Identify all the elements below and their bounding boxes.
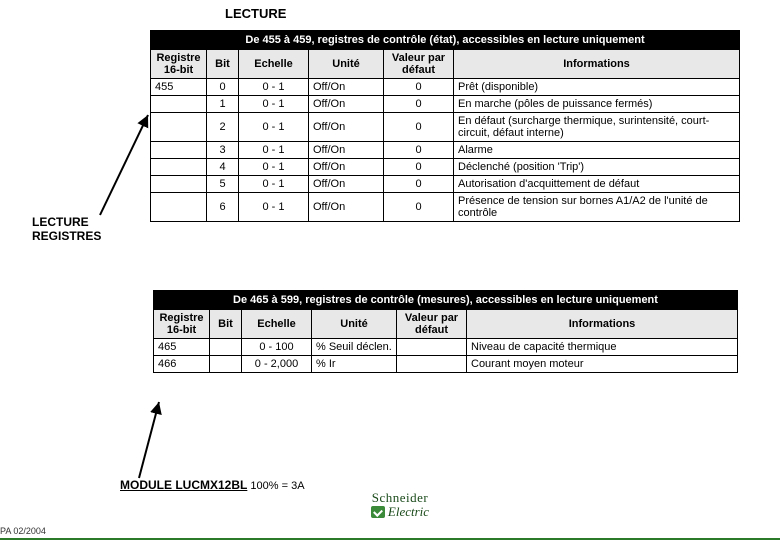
col-echelle: Echelle [242,310,312,339]
table-registers-etat: De 455 à 459, registres de contrôle (éta… [150,30,740,222]
cell: 0 - 1 [239,159,309,176]
col-defaut: Valeur par défaut [384,50,454,79]
cell: Autorisation d'acquittement de défaut [454,176,740,193]
table-row: 1 0 - 1 Off/On 0 En marche (pôles de pui… [151,96,740,113]
col-bit: Bit [207,50,239,79]
table-row: 3 0 - 1 Off/On 0 Alarme [151,142,740,159]
cell: 0 - 2,000 [242,356,312,373]
cell [151,113,207,142]
date-stamp: PA 02/2004 [0,526,46,536]
cell: 0 [384,79,454,96]
cell: Courant moyen moteur [467,356,738,373]
cell: 0 - 1 [239,79,309,96]
module-line: MODULE LUCMX12BL 100% = 3A [120,478,305,492]
table-row: 455 0 0 - 1 Off/On 0 Prêt (disponible) [151,79,740,96]
cell: 466 [154,356,210,373]
cell: 465 [154,339,210,356]
cell: 0 - 1 [239,96,309,113]
module-label: MODULE LUCMX12BL [120,478,247,492]
cell [210,356,242,373]
cell: 0 [207,79,239,96]
cell [151,159,207,176]
col-unite: Unité [309,50,384,79]
side-label: LECTURE REGISTRES [32,215,101,244]
cell [397,356,467,373]
schneider-logo: Schneider Electric [355,490,445,521]
cell: Off/On [309,142,384,159]
col-defaut: Valeur par défaut [397,310,467,339]
col-registre: Registre 16-bit [151,50,207,79]
cell: Off/On [309,176,384,193]
cell [210,339,242,356]
cell: 0 [384,159,454,176]
cell: Off/On [309,159,384,176]
table-row: 4 0 - 1 Off/On 0 Déclenché (position 'Tr… [151,159,740,176]
cell: En défaut (surcharge thermique, surinten… [454,113,740,142]
cell: 0 - 100 [242,339,312,356]
cell: 1 [207,96,239,113]
cell: Présence de tension sur bornes A1/A2 de … [454,193,740,222]
side-label-line2: REGISTRES [32,229,101,243]
logo-text-bottom: Electric [388,504,429,520]
cell: % Ir [312,356,397,373]
cell: Alarme [454,142,740,159]
cell [151,176,207,193]
col-unite: Unité [312,310,397,339]
cell: 3 [207,142,239,159]
cell [151,96,207,113]
cell [151,193,207,222]
table-row: 2 0 - 1 Off/On 0 En défaut (surcharge th… [151,113,740,142]
cell: 0 [384,96,454,113]
cell: 0 - 1 [239,176,309,193]
cell: En marche (pôles de puissance fermés) [454,96,740,113]
module-suffix: 100% = 3A [247,480,304,492]
cell: 4 [207,159,239,176]
table1-banner: De 455 à 459, registres de contrôle (éta… [151,31,740,50]
cell: Off/On [309,96,384,113]
cell: Off/On [309,113,384,142]
table-registers-mesures: De 465 à 599, registres de contrôle (mes… [153,290,738,373]
table-row: 466 0 - 2,000 % Ir Courant moyen moteur [154,356,738,373]
cell [397,339,467,356]
cell: Déclenché (position 'Trip') [454,159,740,176]
table-row: 5 0 - 1 Off/On 0 Autorisation d'acquitte… [151,176,740,193]
cell: Off/On [309,79,384,96]
cell: Off/On [309,193,384,222]
cell: Prêt (disponible) [454,79,740,96]
col-registre: Registre 16-bit [154,310,210,339]
col-informations: Informations [454,50,740,79]
cell: 6 [207,193,239,222]
cell: 0 [384,113,454,142]
cell: 0 - 1 [239,193,309,222]
cell: 455 [151,79,207,96]
cell: 0 [384,193,454,222]
cell: 0 - 1 [239,142,309,159]
table-row: 6 0 - 1 Off/On 0 Présence de tension sur… [151,193,740,222]
col-echelle: Echelle [239,50,309,79]
side-label-line1: LECTURE [32,215,89,229]
col-informations: Informations [467,310,738,339]
table-row: 465 0 - 100 % Seuil déclen. Niveau de ca… [154,339,738,356]
cell: Niveau de capacité thermique [467,339,738,356]
cell: % Seuil déclen. [312,339,397,356]
arrow-to-table2 [135,398,175,486]
cell: 5 [207,176,239,193]
cell [151,142,207,159]
cell: 2 [207,113,239,142]
cell: 0 [384,176,454,193]
col-bit: Bit [210,310,242,339]
page-title-lecture: LECTURE [225,6,286,21]
logo-badge-icon [371,506,385,518]
cell: 0 - 1 [239,113,309,142]
cell: 0 [384,142,454,159]
table2-banner: De 465 à 599, registres de contrôle (mes… [154,291,738,310]
